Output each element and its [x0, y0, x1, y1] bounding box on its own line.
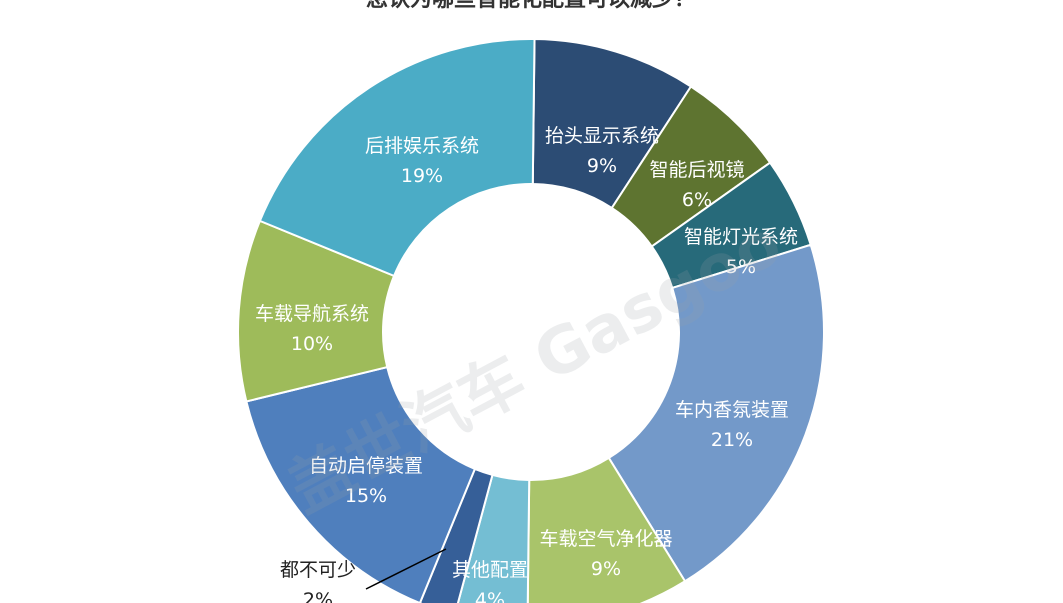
donut-slice: [607, 243, 825, 583]
slice-value-label: 15%: [345, 485, 387, 507]
slice-label: 自动启停装置: [309, 455, 423, 477]
slice-value-label: 4%: [475, 589, 505, 603]
slice-label: 车载导航系统: [255, 303, 369, 325]
slice-value-label: 2%: [303, 589, 333, 603]
slice-label: 车载空气净化器: [539, 528, 672, 550]
slice-label: 智能后视镜: [649, 159, 744, 181]
slice-label: 后排娱乐系统: [365, 135, 479, 157]
donut-slice: [258, 38, 536, 278]
slice-label: 车内香氛装置: [675, 399, 789, 421]
slice-value-label: 9%: [591, 558, 621, 580]
slice-value-label: 9%: [587, 155, 617, 177]
slice-label: 都不可少: [280, 559, 356, 581]
slice-label: 其他配置: [452, 559, 528, 581]
leader-line: [365, 548, 447, 590]
slice-value-label: 10%: [291, 333, 333, 355]
slice-labels: 抬头显示系统 9% 智能后视镜 6% 智能灯光系统 5% 车内香氛装置 21% 车载空气净化器 9…: [255, 125, 798, 603]
donut-slice: [526, 456, 687, 603]
donut-slice: [245, 365, 477, 603]
chart-title: 您认为哪些智能化配置可以减少？: [366, 0, 696, 12]
slice-value-label: 21%: [711, 429, 753, 451]
slice-value-label: 5%: [726, 256, 756, 278]
slice-label: 抬头显示系统: [545, 125, 659, 147]
slice-value-label: 6%: [682, 189, 712, 211]
donut-slices: [237, 38, 825, 603]
donut-slice: [456, 473, 531, 603]
slice-value-label: 19%: [401, 165, 443, 187]
slice-label: 智能灯光系统: [684, 226, 798, 248]
